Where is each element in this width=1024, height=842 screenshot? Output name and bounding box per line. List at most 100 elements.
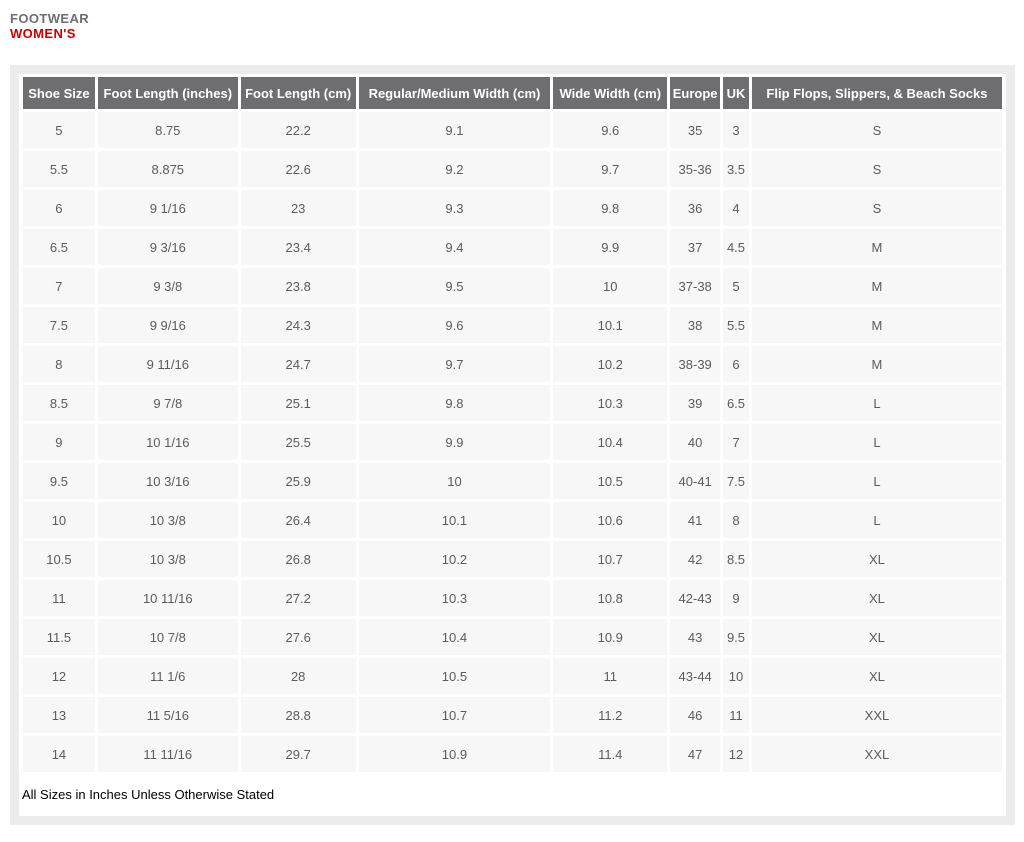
table-cell: L	[751, 424, 1002, 460]
column-header: Shoe Size	[23, 77, 95, 109]
table-cell: 41	[670, 502, 721, 538]
table-cell: 11 1/6	[97, 658, 238, 694]
table-cell: 10	[723, 658, 749, 694]
table-cell: 42	[670, 541, 721, 577]
table-row: 9 10 1/16 25.5 9.9 10.4 40 7 L	[23, 424, 1002, 460]
table-cell: 38	[670, 307, 721, 343]
table-cell: 25.9	[240, 463, 356, 499]
table-cell: 35-36	[670, 151, 721, 187]
table-cell: 13	[23, 697, 95, 733]
table-cell: 11.2	[553, 697, 668, 733]
table-cell: 10 3/8	[97, 541, 238, 577]
column-header: Foot Length (inches)	[97, 77, 238, 109]
table-cell: 9.5	[358, 268, 551, 304]
table-cell: 37	[670, 229, 721, 265]
table-cell: 7	[23, 268, 95, 304]
table-row: 14 11 11/16 29.7 10.9 11.4 47 12 XXL	[23, 736, 1002, 772]
table-cell: 12	[23, 658, 95, 694]
table-cell: 23.4	[240, 229, 356, 265]
table-cell: 10.9	[358, 736, 551, 772]
table-cell: 10 3/8	[97, 502, 238, 538]
table-cell: 10.3	[553, 385, 668, 421]
table-cell: 9 11/16	[97, 346, 238, 382]
table-cell: 9 1/16	[97, 190, 238, 226]
table-cell: 22.2	[240, 112, 356, 148]
table-cell: M	[751, 229, 1002, 265]
table-row: 6.5 9 3/16 23.4 9.4 9.9 37 4.5 M	[23, 229, 1002, 265]
table-cell: 28.8	[240, 697, 356, 733]
table-cell: 10	[358, 463, 551, 499]
table-cell: 35	[670, 112, 721, 148]
table-cell: 8.5	[723, 541, 749, 577]
table-cell: 9.6	[553, 112, 668, 148]
table-row: 11.5 10 7/8 27.6 10.4 10.9 43 9.5 XL	[23, 619, 1002, 655]
table-cell: 24.7	[240, 346, 356, 382]
table-cell: 3.5	[723, 151, 749, 187]
table-cell: 25.1	[240, 385, 356, 421]
table-cell: M	[751, 346, 1002, 382]
table-cell: 6.5	[723, 385, 749, 421]
table-cell: 9.3	[358, 190, 551, 226]
table-cell: 7.5	[723, 463, 749, 499]
table-cell: 10	[553, 268, 668, 304]
table-cell: 26.4	[240, 502, 356, 538]
table-cell: 10.5	[23, 541, 95, 577]
table-cell: 4.5	[723, 229, 749, 265]
table-cell: S	[751, 151, 1002, 187]
table-cell: 10.2	[358, 541, 551, 577]
table-cell: 40	[670, 424, 721, 460]
table-cell: 11.5	[23, 619, 95, 655]
table-cell: 10 3/16	[97, 463, 238, 499]
table-cell: 46	[670, 697, 721, 733]
table-row: 7.5 9 9/16 24.3 9.6 10.1 38 5.5 M	[23, 307, 1002, 343]
table-cell: 24.3	[240, 307, 356, 343]
table-cell: 47	[670, 736, 721, 772]
table-row: 10 10 3/8 26.4 10.1 10.6 41 8 L	[23, 502, 1002, 538]
table-row: 12 11 1/6 28 10.5 11 43-44 10 XL	[23, 658, 1002, 694]
table-cell: 10.4	[358, 619, 551, 655]
table-cell: 23.8	[240, 268, 356, 304]
column-header: Regular/Medium Width (cm)	[358, 77, 551, 109]
table-cell: 26.8	[240, 541, 356, 577]
table-row: 9.5 10 3/16 25.9 10 10.5 40-41 7.5 L	[23, 463, 1002, 499]
category-label: FOOTWEAR	[10, 11, 90, 26]
size-chart-panel: Shoe Size Foot Length (inches) Foot Length…	[10, 65, 1015, 825]
table-cell: 9.5	[23, 463, 95, 499]
table-cell: 9.9	[358, 424, 551, 460]
table-cell: 27.6	[240, 619, 356, 655]
column-header: Foot Length (cm)	[240, 77, 356, 109]
table-row: 13 11 5/16 28.8 10.7 11.2 46 11 XXL	[23, 697, 1002, 733]
table-cell: 10.3	[358, 580, 551, 616]
table-cell: 10.1	[553, 307, 668, 343]
table-cell: 6	[723, 346, 749, 382]
table-cell: 9.9	[553, 229, 668, 265]
table-cell: 28	[240, 658, 356, 694]
page-title: WOMEN'S	[10, 26, 76, 41]
table-row: 10.5 10 3/8 26.8 10.2 10.7 42 8.5 XL	[23, 541, 1002, 577]
table-row: 5.5 8.875 22.6 9.2 9.7 35-36 3.5 S	[23, 151, 1002, 187]
table-cell: 6.5	[23, 229, 95, 265]
column-header: UK	[723, 77, 749, 109]
table-cell: 8	[723, 502, 749, 538]
table-cell: 11 5/16	[97, 697, 238, 733]
table-cell: 8.875	[97, 151, 238, 187]
table-cell: 9	[23, 424, 95, 460]
table-body: 5 8.75 22.2 9.1 9.6 35 3 S 5.5 8.875 22.6 9.2 9.7 35-…	[23, 112, 1002, 772]
table-cell: 5	[723, 268, 749, 304]
table-cell: 10.2	[553, 346, 668, 382]
table-cell: XL	[751, 541, 1002, 577]
column-header: Flip Flops, Slippers, & Beach Socks	[751, 77, 1002, 109]
column-header: Wide Width (cm)	[553, 77, 668, 109]
table-cell: 27.2	[240, 580, 356, 616]
table-cell: 7	[723, 424, 749, 460]
table-cell: 5	[23, 112, 95, 148]
table-cell: 10 11/16	[97, 580, 238, 616]
table-cell: 9.8	[553, 190, 668, 226]
table-cell: 10.5	[553, 463, 668, 499]
table-row: 5 8.75 22.2 9.1 9.6 35 3 S	[23, 112, 1002, 148]
table-cell: 11	[553, 658, 668, 694]
table-cell: 36	[670, 190, 721, 226]
table-cell: L	[751, 502, 1002, 538]
table-cell: XXL	[751, 697, 1002, 733]
